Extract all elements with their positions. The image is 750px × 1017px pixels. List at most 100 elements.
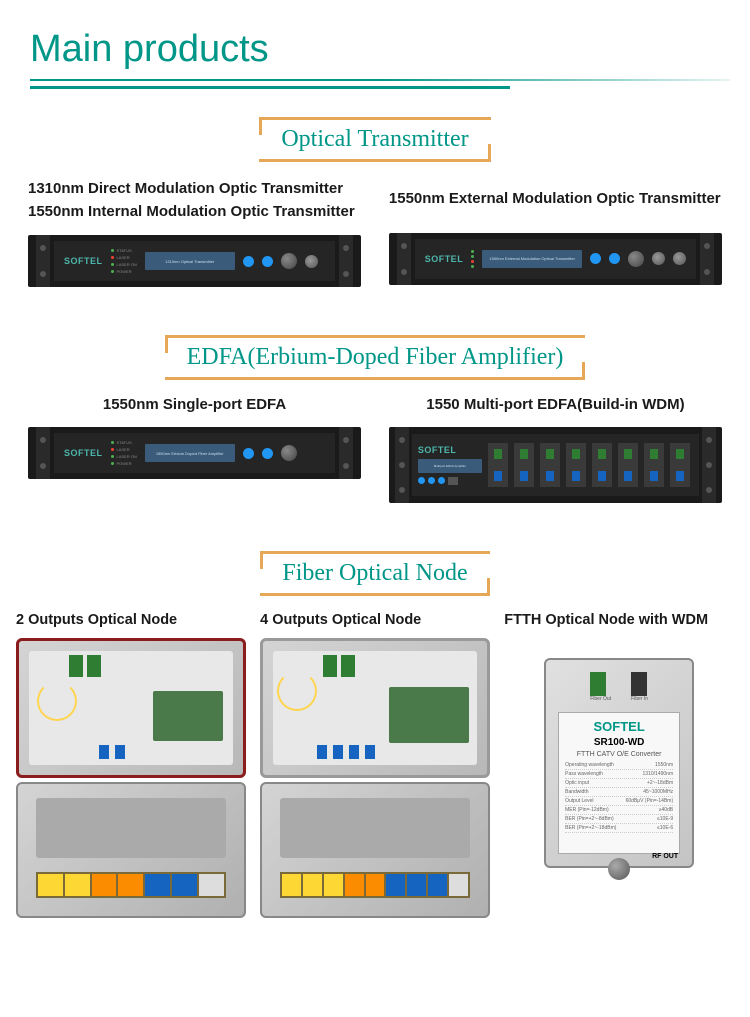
ftth-label-plate: SOFTEL SR100-WD FTTH CATV O/E Converter … [558, 712, 680, 854]
optical-node-2out [16, 638, 246, 918]
brand-logo: SOFTEL [565, 719, 673, 734]
fiber-out-port[interactable] [590, 672, 606, 696]
lcd-display: 1310nm Optical Transmitter [145, 252, 235, 270]
rack-device-1550ext: SOFTEL 1550nm External Modulation Optica… [389, 233, 722, 285]
status-leds: STATUS LASER LASER ON POWER [111, 440, 137, 466]
sc-upc-connector[interactable] [115, 745, 125, 759]
section-title-optical-transmitter: Optical Transmitter [0, 117, 750, 162]
rf-out-label: RF OUT [652, 853, 678, 860]
button-nav[interactable] [590, 253, 601, 264]
fiber-loop [277, 671, 317, 711]
node-amplifier-unit [260, 782, 490, 918]
product-label-line: 1310nm Direct Modulation Optic Transmitt… [28, 178, 361, 201]
rack-ear [395, 427, 409, 503]
spec-row: Optic input+2~-18dBm [565, 779, 673, 788]
output-slot[interactable] [670, 443, 690, 487]
terminal-strip[interactable] [36, 872, 226, 898]
spec-row: BER (Pin=+2~-8dBm)≤10E-9 [565, 815, 673, 824]
brand-logo: SOFTEL [418, 445, 482, 455]
optical-transmitter-right: 1550nm External Modulation Optic Transmi… [389, 178, 722, 287]
rack-device-1310: SOFTEL STATUS LASER LASER ON POWER 1310n… [28, 235, 361, 287]
node-receiver-unit [16, 638, 246, 778]
rack-body: SOFTEL Multiport EDFA Amplifier [412, 434, 699, 496]
sc-upc-connector[interactable] [333, 745, 343, 759]
rf-out-port[interactable] [608, 858, 630, 880]
sc-apc-connector[interactable] [69, 655, 83, 677]
rack-body: SOFTEL STATUS LASER LASER ON POWER 1550n… [54, 433, 335, 473]
header: Main products [0, 0, 750, 89]
button-nav[interactable] [418, 477, 425, 484]
rack-ear [397, 233, 411, 285]
fiber-loop [37, 681, 77, 721]
button-up[interactable] [243, 256, 254, 267]
button-nav[interactable] [438, 477, 445, 484]
output-slot[interactable] [514, 443, 534, 487]
output-slot[interactable] [488, 443, 508, 487]
model-number: SR100-WD [565, 737, 673, 748]
product-label: 1550nm External Modulation Optic Transmi… [389, 188, 722, 211]
button-select[interactable] [243, 448, 254, 459]
brand-logo: SOFTEL [425, 254, 464, 264]
amplifier-module [36, 798, 226, 858]
output-slot[interactable] [592, 443, 612, 487]
product-label: 1550nm Single-port EDFA [28, 396, 361, 413]
output-port[interactable] [281, 445, 297, 461]
output-slot[interactable] [644, 443, 664, 487]
ethernet-port[interactable] [448, 477, 458, 485]
rack-ear [700, 233, 714, 285]
rack-device-edfa-multi: SOFTEL Multiport EDFA Amplifier [389, 427, 722, 503]
rack-ear [339, 427, 353, 479]
status-leds: STATUS LASER LASER ON POWER [111, 248, 137, 274]
spec-row: Bandwidth45~1000MHz [565, 788, 673, 797]
button-nav[interactable] [262, 448, 273, 459]
output-slot[interactable] [540, 443, 560, 487]
receiver-pcb [153, 691, 223, 741]
spec-row: Operating wavelength1550nm [565, 761, 673, 770]
port[interactable] [673, 252, 686, 265]
spec-row: Output Level60dBμV (Pin=-14Bm) [565, 797, 673, 806]
terminal-strip[interactable] [280, 872, 470, 898]
sc-apc-connector[interactable] [87, 655, 101, 677]
header-divider [30, 79, 730, 81]
brand-logo: SOFTEL [64, 256, 103, 266]
sc-upc-connector[interactable] [365, 745, 375, 759]
sc-upc-connector[interactable] [317, 745, 327, 759]
model-subtitle: FTTH CATV O/E Converter [565, 751, 673, 758]
button-down[interactable] [262, 256, 273, 267]
sc-apc-connector[interactable] [323, 655, 337, 677]
sc-apc-connector[interactable] [341, 655, 355, 677]
adjust-knob[interactable] [281, 253, 297, 269]
output-slot[interactable] [618, 443, 638, 487]
node-amplifier-unit [16, 782, 246, 918]
spec-row: BER (Pin=+2~-18dBm)≤10E-6 [565, 824, 673, 833]
lcd-display: 1550nm Erbium Doped Fiber Amplifier [145, 444, 235, 462]
status-leds [471, 250, 474, 268]
sc-upc-connector[interactable] [99, 745, 109, 759]
page-title: Main products [30, 28, 750, 71]
sc-upc-connector[interactable] [349, 745, 359, 759]
rack-ear [36, 235, 50, 287]
button-nav[interactable] [428, 477, 435, 484]
fiber-node-col1: 2 Outputs Optical Node [16, 612, 246, 918]
node-receiver-unit [260, 638, 490, 778]
product-label: 1550 Multi-port EDFA(Build-in WDM) [389, 396, 722, 413]
port-label: Fiber Out [590, 696, 611, 702]
product-label-line: 1550nm Internal Modulation Optic Transmi… [28, 201, 361, 224]
output-slot[interactable] [566, 443, 586, 487]
product-label: 1310nm Direct Modulation Optic Transmitt… [28, 178, 361, 223]
rack-ear [702, 427, 716, 503]
fiber-in-port[interactable] [631, 672, 647, 696]
button-nav[interactable] [609, 253, 620, 264]
port[interactable] [652, 252, 665, 265]
optical-transmitter-row: 1310nm Direct Modulation Optic Transmitt… [0, 178, 750, 287]
rack-ear [339, 235, 353, 287]
rack-device-edfa-single: SOFTEL STATUS LASER LASER ON POWER 1550n… [28, 427, 361, 479]
section-title-text: EDFA(Erbium-Doped Fiber Amplifier) [165, 335, 586, 380]
adjust-knob[interactable] [628, 251, 644, 267]
rf-test-port[interactable] [305, 255, 318, 268]
product-label: 4 Outputs Optical Node [260, 612, 490, 628]
rack-body: SOFTEL STATUS LASER LASER ON POWER 1310n… [54, 241, 335, 281]
brand-logo: SOFTEL [64, 448, 103, 458]
section-title-edfa: EDFA(Erbium-Doped Fiber Amplifier) [0, 335, 750, 380]
section-title-fiber-node: Fiber Optical Node [0, 551, 750, 596]
